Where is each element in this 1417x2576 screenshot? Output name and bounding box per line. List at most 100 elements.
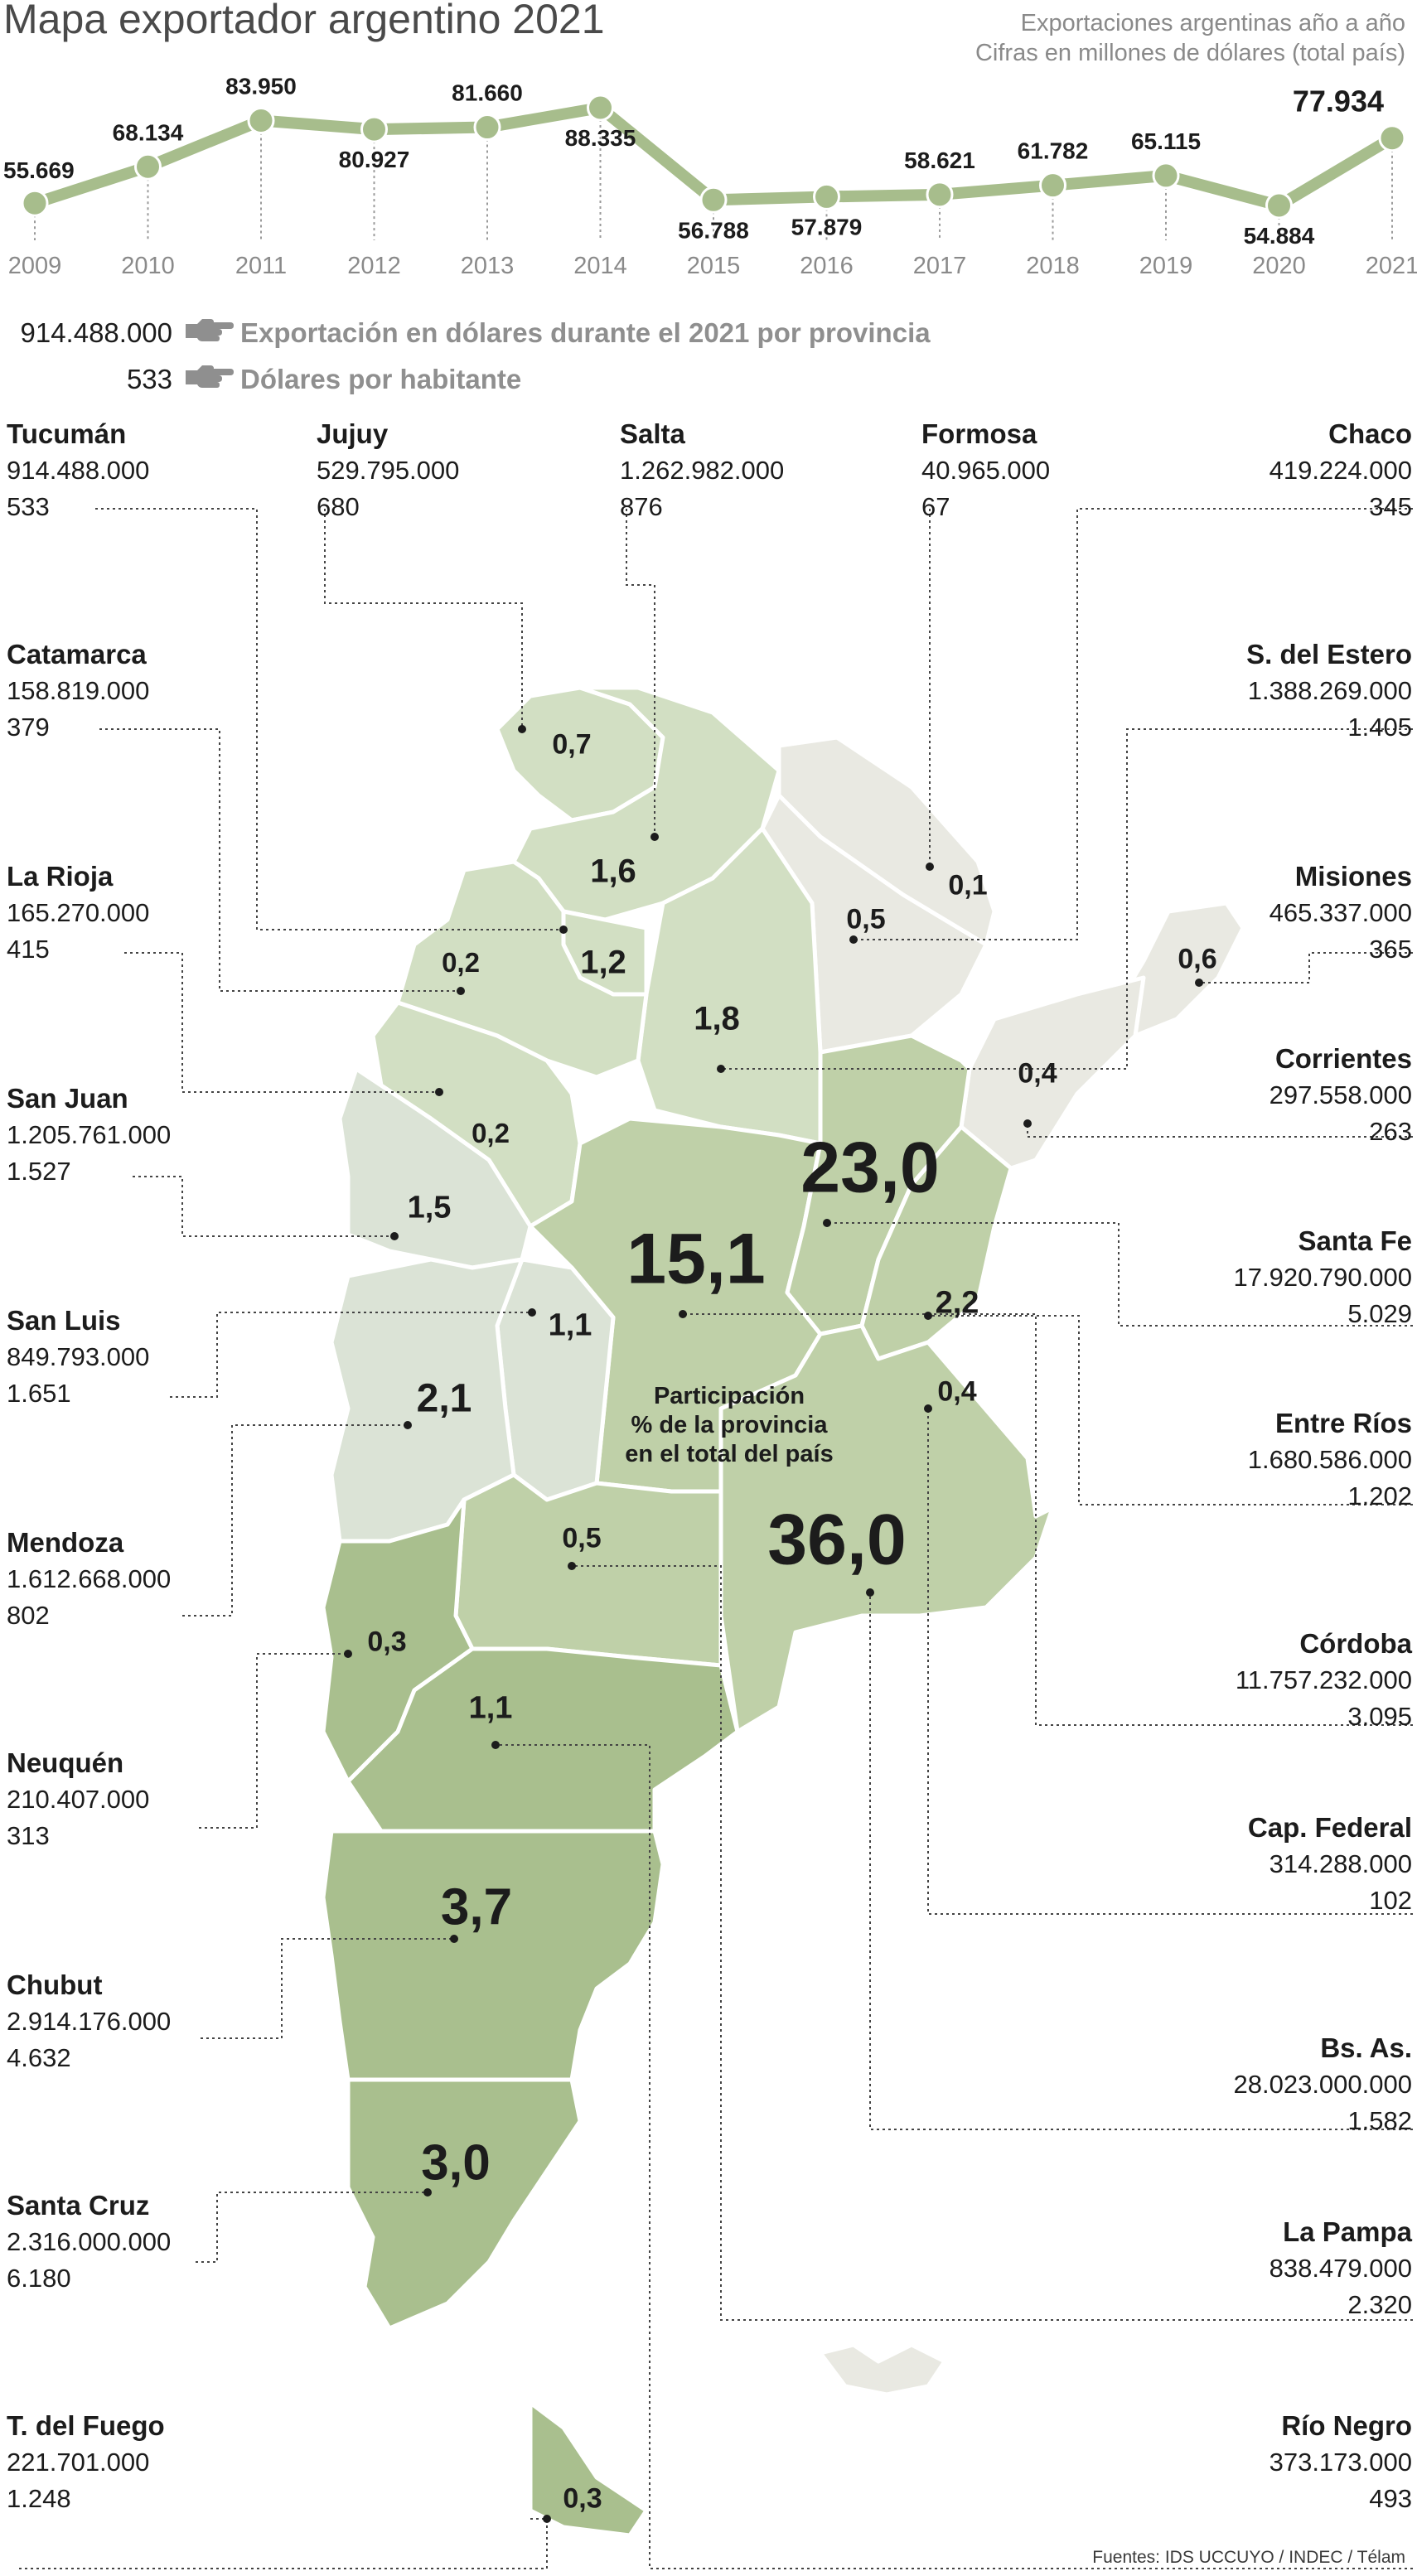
province-per-capita: 4.632	[7, 2043, 71, 2072]
data-point	[813, 182, 840, 210]
province-per-capita: 345	[1369, 492, 1412, 521]
province-exports: 158.819.000	[7, 676, 150, 705]
leader-dot	[924, 1312, 932, 1320]
province-label-buenos-aires: Bs. As. 28.023.000.000 1.582	[1234, 2030, 1413, 2139]
province-exports: 1.262.982.000	[620, 456, 785, 485]
data-point	[926, 181, 954, 209]
leader-dot	[926, 863, 934, 871]
province-exports: 314.288.000	[1269, 1849, 1412, 1878]
province-per-capita: 3.095	[1347, 1702, 1412, 1731]
malvinas-islands	[818, 2342, 947, 2397]
share-tierra-del-fuego: 0,3	[563, 2482, 602, 2515]
province-exports: 297.558.000	[1269, 1080, 1412, 1109]
data-point	[1039, 172, 1066, 200]
province-name: Bs. As.	[1320, 2032, 1412, 2063]
data-label: 54.884	[1244, 223, 1315, 249]
data-label: 58.621	[904, 147, 975, 173]
province-exports: 838.479.000	[1269, 2254, 1412, 2283]
leader-dot	[1023, 1119, 1032, 1128]
province-label-entre-rios: Entre Ríos 1.680.586.000 1.202	[1248, 1405, 1412, 1515]
data-point	[247, 106, 275, 134]
share-sgo-estero: 1,8	[694, 1000, 740, 1037]
legend-per-capita-example: 533	[126, 364, 172, 394]
province-exports: 849.793.000	[7, 1342, 150, 1371]
x-tick-label: 2015	[687, 253, 741, 279]
sources-footer: Fuentes: IDS UCCUYO / INDEC / Télam	[1092, 2548, 1405, 2567]
share-catamarca: 0,2	[442, 947, 480, 978]
share-la-pampa: 0,5	[562, 1522, 602, 1554]
province-name: Chaco	[1328, 418, 1412, 449]
data-point	[360, 115, 388, 143]
data-label: 88.335	[565, 125, 636, 151]
province-label-la-pampa: La Pampa 838.479.000 2.320	[1269, 2214, 1412, 2323]
data-point	[21, 189, 49, 217]
province-exports: 40.965.000	[921, 456, 1051, 485]
province-exports: 1.205.761.000	[7, 1120, 172, 1149]
province-label-san-luis: San Luis 849.793.000 1.651	[7, 1302, 149, 1412]
province-name: La Rioja	[7, 861, 114, 892]
data-point	[134, 152, 162, 181]
province-name: Catamarca	[7, 639, 147, 669]
share-santa-fe: 23,0	[800, 1128, 940, 1208]
province-santa-cruz	[346, 2077, 583, 2331]
share-san-luis: 1,1	[548, 1307, 592, 1343]
pointing-hand-icon	[184, 364, 234, 395]
data-label: 81.660	[452, 80, 523, 106]
province-buenos-aires	[718, 1323, 1055, 1734]
share-mendoza: 2,1	[416, 1376, 472, 1421]
x-tick-label: 2018	[1026, 253, 1080, 279]
x-tick-label: 2016	[800, 253, 854, 279]
share-cap-federal: 0,4	[937, 1375, 977, 1408]
x-tick-label: 2010	[121, 253, 175, 279]
province-name: Corrientes	[1274, 1043, 1412, 1074]
province-label-neuquen: Neuquén 210.407.000 313	[7, 1745, 149, 1854]
province-exports: 2.914.176.000	[7, 2007, 172, 2036]
legend-exports-text: Exportación en dólares durante el 2021 p…	[240, 317, 931, 348]
leader-dot	[650, 833, 659, 841]
x-tick-label: 2014	[573, 253, 627, 279]
province-name: Santa Fe	[1298, 1225, 1412, 1256]
share-cordoba: 15,1	[626, 1219, 766, 1299]
province-name: San Juan	[7, 1083, 128, 1114]
province-per-capita: 67	[921, 492, 950, 521]
data-label: 68.134	[113, 119, 184, 145]
province-label-jujuy: Jujuy 529.795.000 680	[317, 416, 459, 525]
province-label-tucuman: Tucumán 914.488.000 533	[7, 416, 149, 525]
leader-dot	[543, 2515, 551, 2523]
leader-line	[928, 1315, 1413, 1505]
leader-dot	[404, 1421, 412, 1429]
province-per-capita: 1.582	[1347, 2106, 1412, 2135]
province-exports: 419.224.000	[1269, 456, 1412, 485]
leader-dot	[717, 1065, 725, 1073]
province-exports: 221.701.000	[7, 2448, 150, 2477]
participation-line-1: Participación	[653, 1383, 805, 1409]
province-per-capita: 533	[7, 492, 50, 521]
province-label-salta: Salta 1.262.982.000 876	[620, 416, 784, 525]
leader-line	[170, 1312, 532, 1398]
chart-subtitle: Exportaciones argentinas año a año Cifra…	[975, 8, 1405, 68]
province-misiones	[1116, 901, 1245, 1038]
leader-dot	[568, 1562, 576, 1570]
data-label: 56.788	[678, 217, 749, 243]
province-name: Entre Ríos	[1274, 1408, 1412, 1438]
province-per-capita: 263	[1369, 1117, 1412, 1146]
leader-line	[324, 509, 523, 729]
leader-dot	[559, 926, 568, 934]
province-label-tierra-del-fuego: T. del Fuego 221.701.000 1.248	[7, 2408, 165, 2517]
leader-line	[17, 2518, 548, 2569]
province-label-corrientes: Corrientes 297.558.000 263	[1269, 1041, 1412, 1150]
province-label-misiones: Misiones 465.337.000 365	[1269, 858, 1412, 968]
province-per-capita: 5.029	[1347, 1299, 1412, 1328]
province-chubut	[321, 1829, 665, 2082]
province-name: Cap. Federal	[1247, 1812, 1412, 1843]
x-tick-label: 2017	[913, 253, 967, 279]
leader-dot	[528, 1308, 536, 1317]
leader-line	[124, 952, 439, 1093]
province-exports: 28.023.000.000	[1233, 2070, 1413, 2099]
leader-dot	[435, 1088, 443, 1096]
province-exports: 2.316.000.000	[7, 2227, 172, 2256]
data-label: 80.927	[339, 147, 410, 172]
leader-line	[182, 1424, 408, 1617]
province-per-capita: 313	[7, 1821, 50, 1850]
